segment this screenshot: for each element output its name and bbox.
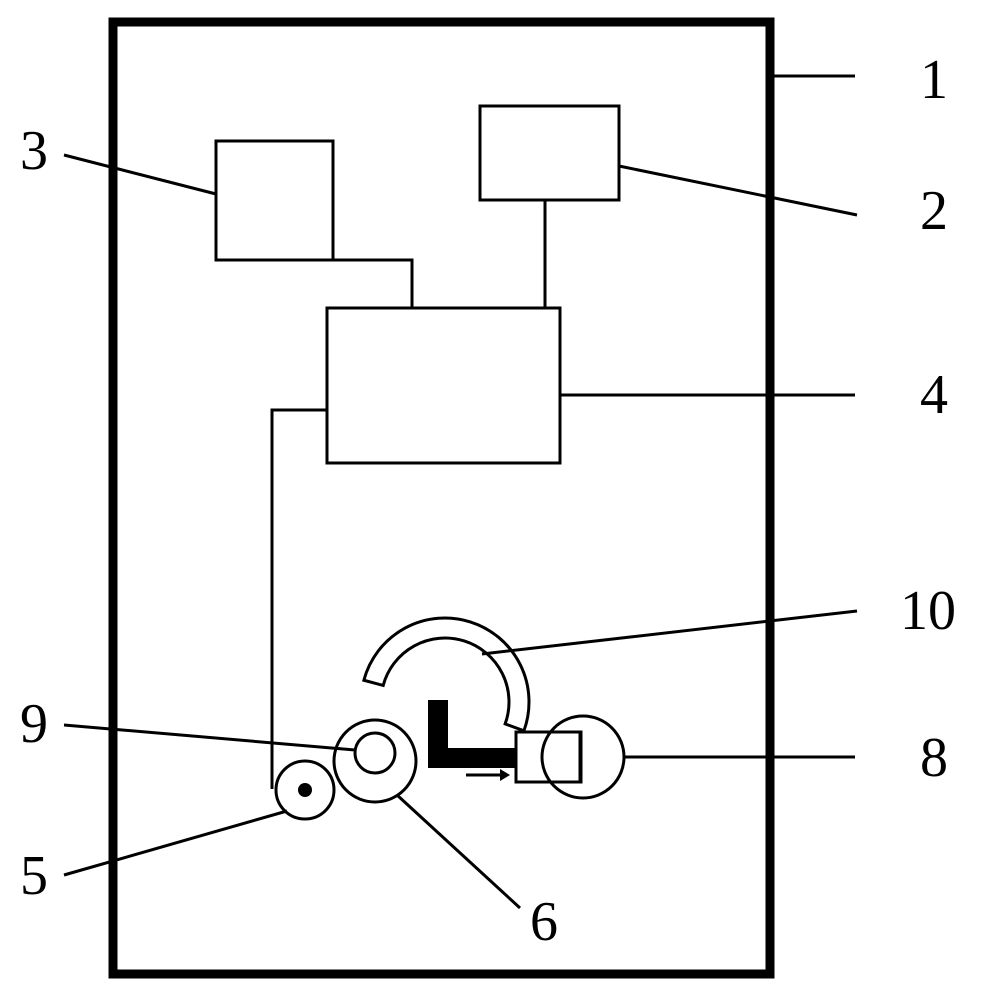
label-2: 2	[920, 180, 948, 242]
circle-9	[355, 733, 395, 773]
label-5: 5	[20, 845, 48, 907]
label-3: 3	[20, 120, 48, 182]
label-4: 4	[920, 364, 948, 426]
label-8: 8	[920, 727, 948, 789]
canvas-bg	[0, 0, 1000, 997]
label-6: 6	[530, 891, 558, 953]
dot-5	[298, 783, 312, 797]
label-9: 9	[20, 693, 48, 755]
label-10: 10	[900, 580, 956, 642]
label-1: 1	[920, 49, 948, 111]
block-8	[516, 732, 581, 782]
